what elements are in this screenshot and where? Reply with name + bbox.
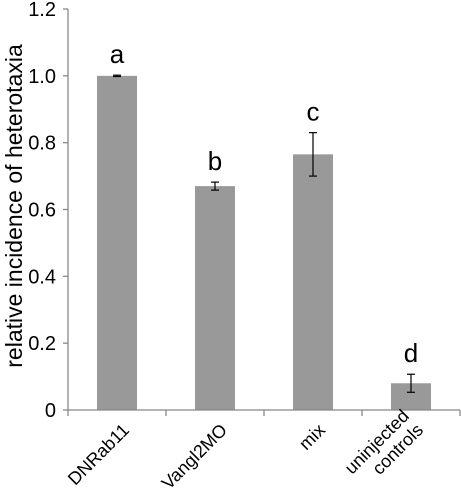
x-tick-label: DNRab11 bbox=[64, 420, 133, 489]
y-tick-label: 0.2 bbox=[28, 333, 56, 355]
y-axis-ticks: 0 0.2 0.4 0.6 0.8 1.0 1.2 bbox=[28, 0, 68, 422]
x-tick-label: Vangl2MO bbox=[158, 420, 231, 493]
y-tick-label: 1.0 bbox=[28, 66, 56, 88]
x-tick-label-line: mix bbox=[295, 420, 329, 454]
significance-label: a bbox=[110, 39, 125, 69]
bar bbox=[195, 186, 235, 410]
significance-label: c bbox=[307, 97, 320, 127]
y-tick-label: 1.2 bbox=[28, 0, 56, 21]
bars bbox=[97, 75, 431, 410]
significance-labels: a b c d bbox=[110, 39, 418, 368]
y-tick-label: 0.6 bbox=[28, 200, 56, 222]
x-tick-label: mix bbox=[295, 420, 329, 454]
y-tick-label: 0 bbox=[45, 400, 56, 422]
y-axis-label: relative incidence of heterotaxia bbox=[1, 44, 27, 368]
x-tick-label-line: Vangl2MO bbox=[158, 420, 231, 493]
x-tick-label-line: DNRab11 bbox=[64, 420, 133, 489]
bar bbox=[293, 154, 333, 410]
error-bars bbox=[113, 74, 415, 393]
significance-label: b bbox=[208, 146, 222, 176]
y-tick-label: 0.4 bbox=[28, 266, 56, 288]
bar bbox=[97, 75, 137, 410]
significance-label: d bbox=[404, 338, 418, 368]
y-tick-label: 0.8 bbox=[28, 133, 56, 155]
